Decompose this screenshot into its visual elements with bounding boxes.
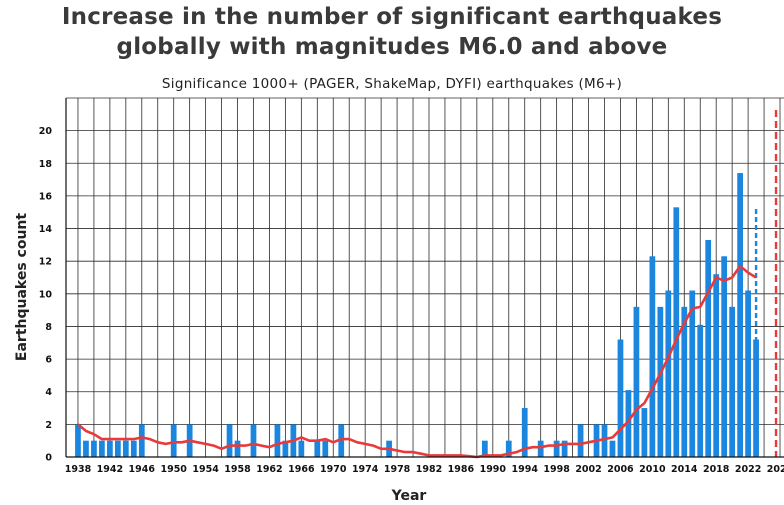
x-tick-2006: 2006 xyxy=(607,464,634,475)
y-tick-labels: 0 2 4 6 8 10 12 14 16 18 20 xyxy=(39,126,53,463)
x-tick-1986: 1986 xyxy=(448,464,475,475)
x-tick-1946: 1946 xyxy=(129,464,156,475)
bar-2005 xyxy=(609,440,616,457)
bar-1958 xyxy=(234,440,241,457)
bar-2019 xyxy=(721,256,728,457)
bar-2023 xyxy=(753,339,759,457)
x-tick-1990: 1990 xyxy=(480,464,507,475)
x-tick-2002: 2002 xyxy=(575,464,601,475)
x-tick-2026: 2026 xyxy=(767,464,784,475)
y-tick-10: 10 xyxy=(39,289,53,300)
bar-1964 xyxy=(282,440,289,457)
bar-1941 xyxy=(99,440,105,457)
bar-2008 xyxy=(633,306,640,457)
bar-1971 xyxy=(338,424,345,457)
bar-1957 xyxy=(226,424,233,457)
y-tick-18: 18 xyxy=(39,159,53,170)
y-tick-2: 2 xyxy=(45,420,52,431)
bar-1960 xyxy=(250,424,257,457)
x-tick-1974: 1974 xyxy=(352,464,379,475)
bar-2009 xyxy=(641,408,648,457)
x-tick-1994: 1994 xyxy=(511,464,538,475)
bar-2011 xyxy=(657,306,664,457)
bar-1989 xyxy=(481,440,488,457)
bar-1992 xyxy=(505,440,512,457)
x-tick-1962: 1962 xyxy=(256,464,282,475)
y-tick-20: 20 xyxy=(39,126,53,137)
bar-2013 xyxy=(673,207,680,457)
y-tick-6: 6 xyxy=(45,355,52,366)
x-tick-1954: 1954 xyxy=(192,464,219,475)
bar-1946 xyxy=(138,424,145,457)
bar-1950 xyxy=(170,424,177,457)
bar-2004 xyxy=(601,424,608,457)
bar-1969 xyxy=(322,440,329,457)
bar-2015 xyxy=(689,290,696,457)
bar-2017 xyxy=(705,239,712,457)
x-tick-2014: 2014 xyxy=(671,464,698,475)
x-tick-1978: 1978 xyxy=(384,464,411,475)
bar-1998 xyxy=(553,440,560,457)
bar-2007 xyxy=(625,390,632,457)
y-tick-4: 4 xyxy=(45,387,52,398)
bar-1966 xyxy=(298,440,305,457)
y-tick-8: 8 xyxy=(45,322,52,333)
bar-2010 xyxy=(649,256,656,457)
grid-lines xyxy=(66,97,784,458)
x-tick-1998: 1998 xyxy=(543,464,570,475)
bar-2014 xyxy=(681,306,688,457)
chart-subtitle: Significance 1000+ (PAGER, ShakeMap, DYF… xyxy=(161,76,623,92)
x-tick-1938: 1938 xyxy=(65,464,92,475)
x-tick-1966: 1966 xyxy=(288,464,315,475)
bar-1942 xyxy=(107,440,113,457)
y-tick-0: 0 xyxy=(45,453,52,464)
bar-1968 xyxy=(314,440,321,457)
bar-1938 xyxy=(75,424,81,457)
bar-2001 xyxy=(577,424,584,457)
x-tick-labels: 1938 1942 1946 1950 1954 1958 1962 1966 1970 1974… xyxy=(65,464,784,475)
x-tick-1982: 1982 xyxy=(416,464,442,475)
bar-2020 xyxy=(729,306,736,457)
bar-1994 xyxy=(521,408,528,457)
bar-1943 xyxy=(114,440,121,457)
chart-title-line-2: globally with magnitudes M6.0 and above xyxy=(116,34,668,60)
bar-series xyxy=(75,173,759,457)
axes xyxy=(65,98,784,458)
bar-1940 xyxy=(91,440,97,457)
y-axis-label: Earthquakes count xyxy=(14,213,30,361)
x-tick-2018: 2018 xyxy=(703,464,730,475)
bar-2012 xyxy=(665,290,672,457)
x-tick-1942: 1942 xyxy=(97,464,123,475)
y-tick-12: 12 xyxy=(39,257,52,268)
x-axis-label: Year xyxy=(391,488,427,504)
bar-1999 xyxy=(561,440,568,457)
moving-average-line xyxy=(77,264,757,459)
x-tick-2022: 2022 xyxy=(735,464,761,475)
y-tick-16: 16 xyxy=(39,191,53,202)
bar-2016 xyxy=(697,324,704,457)
bar-2006 xyxy=(617,339,624,457)
bar-1939 xyxy=(83,440,89,457)
x-tick-1950: 1950 xyxy=(160,464,187,475)
x-tick-2010: 2010 xyxy=(639,464,666,475)
bar-2021 xyxy=(737,173,743,457)
bar-2022 xyxy=(745,290,751,457)
x-tick-1970: 1970 xyxy=(320,464,347,475)
bar-1963 xyxy=(274,424,281,457)
y-tick-14: 14 xyxy=(39,224,53,235)
chart-title-line-1: Increase in the number of significant ea… xyxy=(61,4,723,30)
bar-1945 xyxy=(130,440,137,457)
bar-2018 xyxy=(713,274,720,457)
bar-1944 xyxy=(122,440,129,457)
x-tick-1958: 1958 xyxy=(224,464,251,475)
moving-average-series xyxy=(77,264,757,459)
bar-1996 xyxy=(537,440,544,457)
